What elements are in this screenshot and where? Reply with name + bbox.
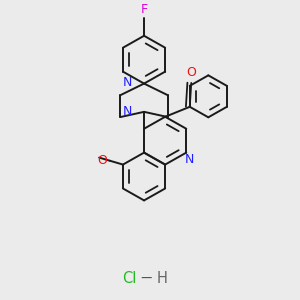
Text: −: − xyxy=(139,271,152,286)
Text: O: O xyxy=(186,66,196,80)
Text: N: N xyxy=(123,76,132,88)
Text: H: H xyxy=(157,271,167,286)
Text: N: N xyxy=(123,105,132,118)
Text: F: F xyxy=(140,3,148,16)
Text: N: N xyxy=(185,153,194,167)
Text: Cl: Cl xyxy=(122,271,136,286)
Text: O: O xyxy=(98,154,107,167)
